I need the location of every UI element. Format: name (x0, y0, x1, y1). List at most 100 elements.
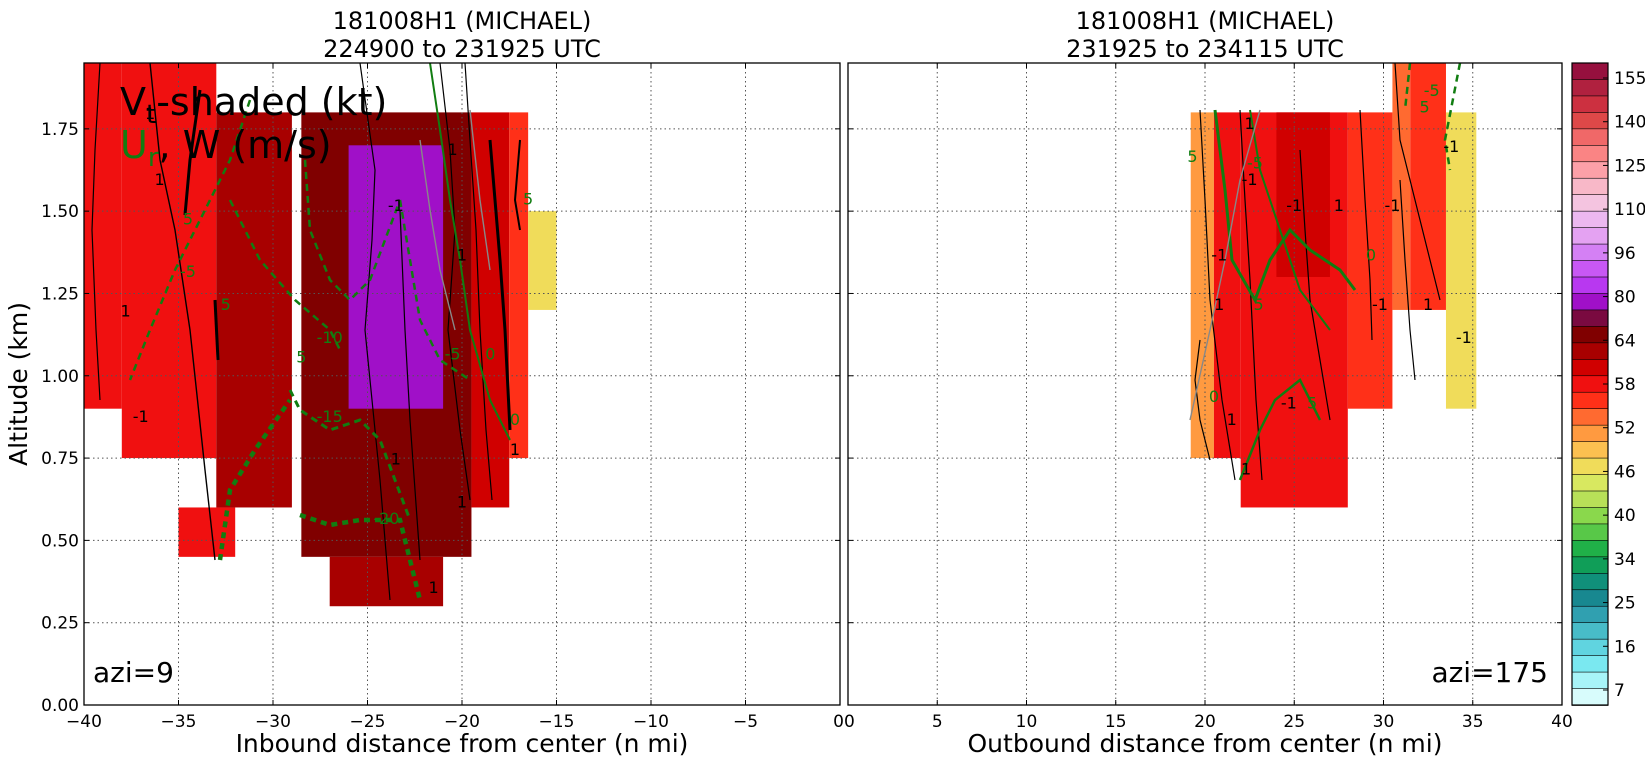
colorbar-segment (1571, 128, 1609, 147)
vt-cell-1 (121, 63, 217, 459)
contour-label: -15 (317, 407, 343, 426)
left-ticks: −40 −35 −30 −25 −20 −15 −10 −5 0 0.00 0.25 0.50 0.75… (41, 63, 844, 732)
vt-cell-0 (84, 63, 122, 409)
y-tick-label: 0.50 (41, 531, 79, 551)
contour-label: 5 (183, 209, 193, 228)
contour-label: 0 (1366, 246, 1376, 265)
colorbar-segment (1571, 326, 1609, 344)
contour-label: -1 (1372, 295, 1388, 314)
contour-label: -5 (180, 262, 196, 281)
vt-cell-5 (329, 556, 444, 607)
contour-label: 0 (510, 410, 520, 429)
x-tick-label: −25 (350, 712, 386, 732)
vt-cell-3 (216, 112, 292, 508)
colorbar-tick-label: 110 (1614, 200, 1645, 220)
colorbar-segment (1571, 95, 1609, 114)
colorbar-segment (1571, 79, 1609, 97)
contour-label: 1 (1214, 295, 1224, 314)
contour-label: 1 (1423, 295, 1433, 314)
colorbar-segment (1571, 671, 1609, 690)
colorbar-segment (1571, 523, 1609, 542)
contour-label: 5 (1253, 295, 1263, 314)
contour-label: 1 (429, 578, 439, 597)
contour-label: 1 (145, 104, 155, 123)
x-tick-label: −10 (633, 712, 669, 732)
ur-w-annotation: Ur, W (m/s) (120, 123, 332, 173)
colorbar-segment (1571, 260, 1609, 278)
right-panel: 181008H1 (MICHAEL) 231925 to 234115 UTC … (844, 7, 1573, 758)
contour-label: 1 (1227, 410, 1237, 429)
colorbar-segment (1571, 540, 1609, 558)
colorbar-segment (1571, 391, 1609, 410)
colorbar-segment (1571, 507, 1609, 525)
x-tick-label: −40 (66, 712, 102, 732)
contour-label: 1 (457, 246, 467, 265)
colorbar-segment (1571, 243, 1609, 262)
colorbar-segment (1571, 177, 1609, 196)
contour-label: 1 (447, 140, 457, 159)
x-tick-label: −30 (255, 712, 291, 732)
left-title-line2: 224900 to 231925 UTC (323, 35, 601, 63)
left-panel: 181008H1 (MICHAEL) 224900 to 231925 UTC (4, 7, 844, 758)
contour-label: 1 (120, 302, 130, 321)
contour-label: 5 (1307, 394, 1317, 413)
contour-label: 1 (391, 450, 401, 469)
left-title-line1: 181008H1 (MICHAEL) (333, 7, 592, 35)
contour-label: -1 (388, 196, 404, 215)
colorbar-segment (1571, 490, 1609, 509)
colorbar-tick-label: 7 (1614, 681, 1625, 701)
contour-label: -1 (1242, 170, 1258, 189)
colorbar-segment (1571, 457, 1609, 476)
colorbar-tick-label: 155 (1614, 69, 1645, 89)
x-tick-label: 20 (1194, 712, 1216, 732)
colorbar-segment (1571, 276, 1609, 295)
vt-cell-9 (528, 211, 557, 310)
y-tick-label: 1.50 (41, 202, 79, 222)
colorbar-segment (1571, 622, 1609, 640)
y-tick-label: 0.25 (41, 614, 79, 634)
colorbar-segment (1571, 474, 1609, 492)
contour-label: -5 (1424, 81, 1440, 100)
contour-label: -10 (317, 328, 343, 347)
colorbar-tick-label: 52 (1614, 419, 1636, 439)
right-contours (1189, 63, 1462, 481)
colorbar-tick-label: 125 (1614, 156, 1645, 176)
contour-label: 1 (510, 440, 520, 459)
x-tick-label: 10 (1016, 712, 1038, 732)
contour-label: 0 (485, 344, 495, 363)
x-tick-label: 25 (1283, 712, 1305, 732)
colorbar-segment (1571, 210, 1609, 229)
colorbar-segment (1571, 293, 1609, 311)
x-tick-label: 5 (932, 712, 943, 732)
contour-label: 5 (221, 295, 231, 314)
contour-label: 1 (1245, 114, 1255, 133)
colorbar-segment (1571, 688, 1609, 706)
y-tick-label: 1.00 (41, 367, 79, 387)
x-tick-label: 0 (844, 712, 855, 732)
colorbar-segment (1571, 112, 1609, 130)
colorbar-segment (1571, 227, 1609, 245)
x-tick-label: 40 (1551, 712, 1573, 732)
contour-label: 5 (1187, 147, 1197, 166)
vt-cell-6 (1410, 63, 1446, 310)
contour-label: -5 (1247, 153, 1263, 172)
colorbar-tick-label: 16 (1614, 637, 1636, 657)
vt-cell-7 (1445, 112, 1477, 409)
contour-label: -1 (1281, 394, 1297, 413)
colorbar-segment (1571, 194, 1609, 212)
colorbar-tick-label: 25 (1614, 594, 1636, 614)
colorbar-segment (1571, 556, 1609, 575)
y-tick-label: 1.25 (41, 284, 79, 304)
colorbar-segment (1571, 309, 1609, 328)
contour-label: 0 (1209, 387, 1219, 406)
left-xlabel: Inbound distance from center (n mi) (236, 729, 689, 758)
right-title-line1: 181008H1 (MICHAEL) (1076, 7, 1335, 35)
contour-label: 5 (523, 190, 533, 209)
y-tick-label: 0.00 (41, 696, 79, 716)
colorbar-segment (1571, 375, 1609, 394)
contour-label: 5 (1419, 97, 1429, 116)
colorbar-tick-label: 80 (1614, 288, 1636, 308)
vt-cell-4 (1347, 112, 1393, 409)
contour-label: -1 (1211, 246, 1227, 265)
